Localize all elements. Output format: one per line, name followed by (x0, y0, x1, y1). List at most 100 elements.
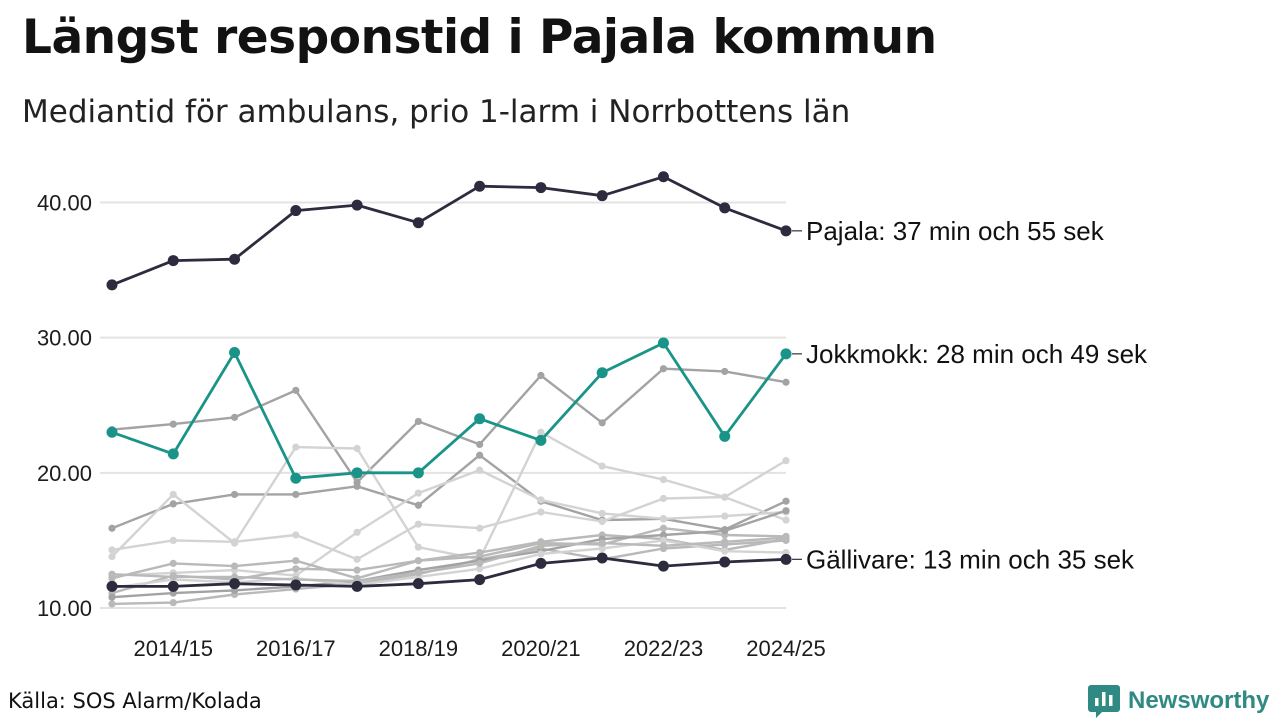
grey-series-10-point (659, 536, 668, 545)
grey-series-1 (108, 365, 790, 486)
grey-series-11-point (598, 539, 606, 547)
grey-series-4-point (537, 508, 545, 516)
gallivare-series-point (106, 580, 118, 592)
grey-series-1-point (721, 367, 729, 376)
grey-series-5-point (476, 466, 484, 474)
grey-series-1-point (169, 420, 177, 428)
grey-series-9-point (721, 527, 729, 535)
grey-series-3-point (598, 462, 606, 470)
y-tick-label: 30.00 (37, 326, 92, 351)
gallivare-series-point (780, 553, 792, 565)
grey-series-7-point (659, 524, 668, 532)
jokkmokk-series-point (596, 367, 608, 379)
grey-series-1-point (537, 371, 545, 380)
y-tick-label: 40.00 (37, 190, 92, 215)
jokkmokk-series-point (351, 467, 363, 479)
pajala-series-point (290, 205, 302, 217)
grey-series-3-point (537, 428, 545, 436)
pajala-series-point (229, 253, 241, 265)
grey-series-2-point (169, 500, 177, 508)
pajala-series-point (780, 225, 792, 237)
gallivare-end-label: Gällivare: 13 min och 35 sek (806, 544, 1135, 574)
grey-series-4-line (110, 495, 788, 561)
grey-series-11-point (414, 569, 422, 577)
other-municipalities-series (108, 365, 790, 608)
gallivare-series-point (474, 574, 486, 586)
x-tick-label: 2024/25 (746, 636, 826, 661)
grey-series-6-point (292, 557, 300, 565)
grey-series-11-point (108, 570, 116, 578)
grey-series-2-point (782, 497, 790, 505)
grey-series-10-point (476, 565, 484, 573)
chart-title: Längst responstid i Pajala kommun (22, 10, 937, 65)
grey-series-1-point (292, 386, 300, 394)
gallivare-series-point (229, 578, 241, 590)
grey-series-3-point (353, 444, 361, 453)
jokkmokk-series-point (535, 434, 547, 446)
grey-series-10-point (598, 544, 606, 553)
grey-series-7-line (110, 527, 788, 595)
grey-series-11-point (537, 542, 545, 550)
jokkmokk-series-point (780, 348, 792, 360)
x-tick-label: 2018/19 (379, 636, 459, 661)
grey-series-4-point (353, 555, 361, 563)
gallivare-series-point (596, 552, 608, 564)
grey-series-11-point (169, 573, 177, 581)
line-chart: 10.00 20.00 30.00 40.00 2014/15 2016/17 2018/… (37, 171, 1148, 661)
grey-series-4-point (598, 517, 606, 526)
chart-subtitle: Mediantid för ambulans, prio 1-larm i No… (22, 94, 851, 130)
grey-series-10-point (537, 550, 545, 558)
grey-series-4-point (782, 516, 790, 524)
grey-series-5-line (110, 468, 788, 577)
grey-series-2-point (353, 482, 361, 490)
grey-series-9-point (108, 593, 116, 601)
y-tick-label: 10.00 (37, 596, 92, 621)
pajala-series-point (412, 217, 424, 229)
pajala-series-point (657, 171, 669, 183)
grey-series-4-point (169, 536, 177, 545)
grey-series-10-point (721, 547, 729, 555)
grey-series-11-point (721, 538, 729, 546)
grey-series-8-point (108, 600, 116, 608)
grey-series-8-line (110, 539, 788, 606)
grey-series-5-point (598, 509, 606, 517)
gallivare-series-point (535, 557, 547, 569)
x-axis-ticks: 2014/15 2016/17 2018/19 2020/21 2022/23 2024/… (134, 636, 826, 661)
newsworthy-logo-icon (1088, 685, 1120, 718)
grey-series-1-point (476, 440, 484, 449)
jokkmokk-series-point (229, 347, 241, 358)
grey-series-7-point (353, 566, 361, 574)
pajala-series-point (167, 255, 179, 267)
jokkmokk-series (106, 337, 792, 484)
grey-series-3-point (169, 490, 177, 499)
grey-series-5-point (414, 489, 422, 497)
grey-series-3-point (659, 475, 668, 484)
grey-series-4-point (659, 494, 668, 503)
grey-series-4-point (230, 538, 239, 546)
grey-series-2-point (292, 490, 300, 499)
jokkmokk-series-point (719, 430, 731, 442)
grey-series-1-line (110, 367, 788, 484)
gallivare-series-point (290, 579, 302, 591)
pajala-series-point (474, 180, 486, 192)
gridlines (100, 201, 786, 609)
gallivare-series-point (167, 580, 179, 592)
gallivare-series-point (657, 560, 669, 572)
grey-series-2 (108, 451, 790, 534)
jokkmokk-series-point (474, 413, 486, 425)
grey-series-5-point (537, 496, 545, 504)
pajala-series-line (110, 175, 788, 287)
pajala-series-point (106, 279, 118, 291)
grey-series-4 (108, 493, 790, 563)
grey-series-4-point (414, 520, 422, 528)
grey-series-11-line (110, 536, 788, 583)
grey-series-2-point (476, 451, 484, 459)
pajala-series-point (351, 199, 363, 211)
grey-series-3-line (110, 431, 788, 561)
end-labels: Pajala: 37 min och 55 sek Jokkmokk: 28 mi… (792, 216, 1148, 574)
grey-series-2-point (414, 501, 422, 509)
jokkmokk-series-point (290, 472, 302, 484)
brand-logo: Newsworthy (1088, 683, 1269, 719)
source-note: Källa: SOS Alarm/Kolada (8, 689, 262, 713)
grey-series-6 (108, 531, 790, 582)
